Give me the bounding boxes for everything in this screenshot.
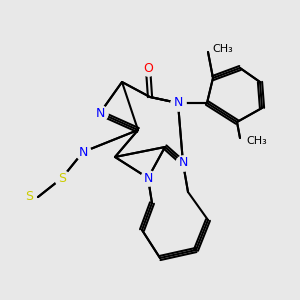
Text: N: N	[78, 146, 88, 158]
Text: N: N	[178, 157, 188, 169]
Text: N: N	[95, 106, 105, 119]
Text: O: O	[143, 61, 153, 74]
Text: N: N	[173, 97, 183, 110]
Text: S: S	[58, 172, 66, 184]
Text: S: S	[26, 190, 34, 203]
Text: CH₃: CH₃	[246, 136, 267, 146]
Text: CH₃: CH₃	[212, 44, 233, 54]
Text: N: N	[143, 172, 153, 184]
